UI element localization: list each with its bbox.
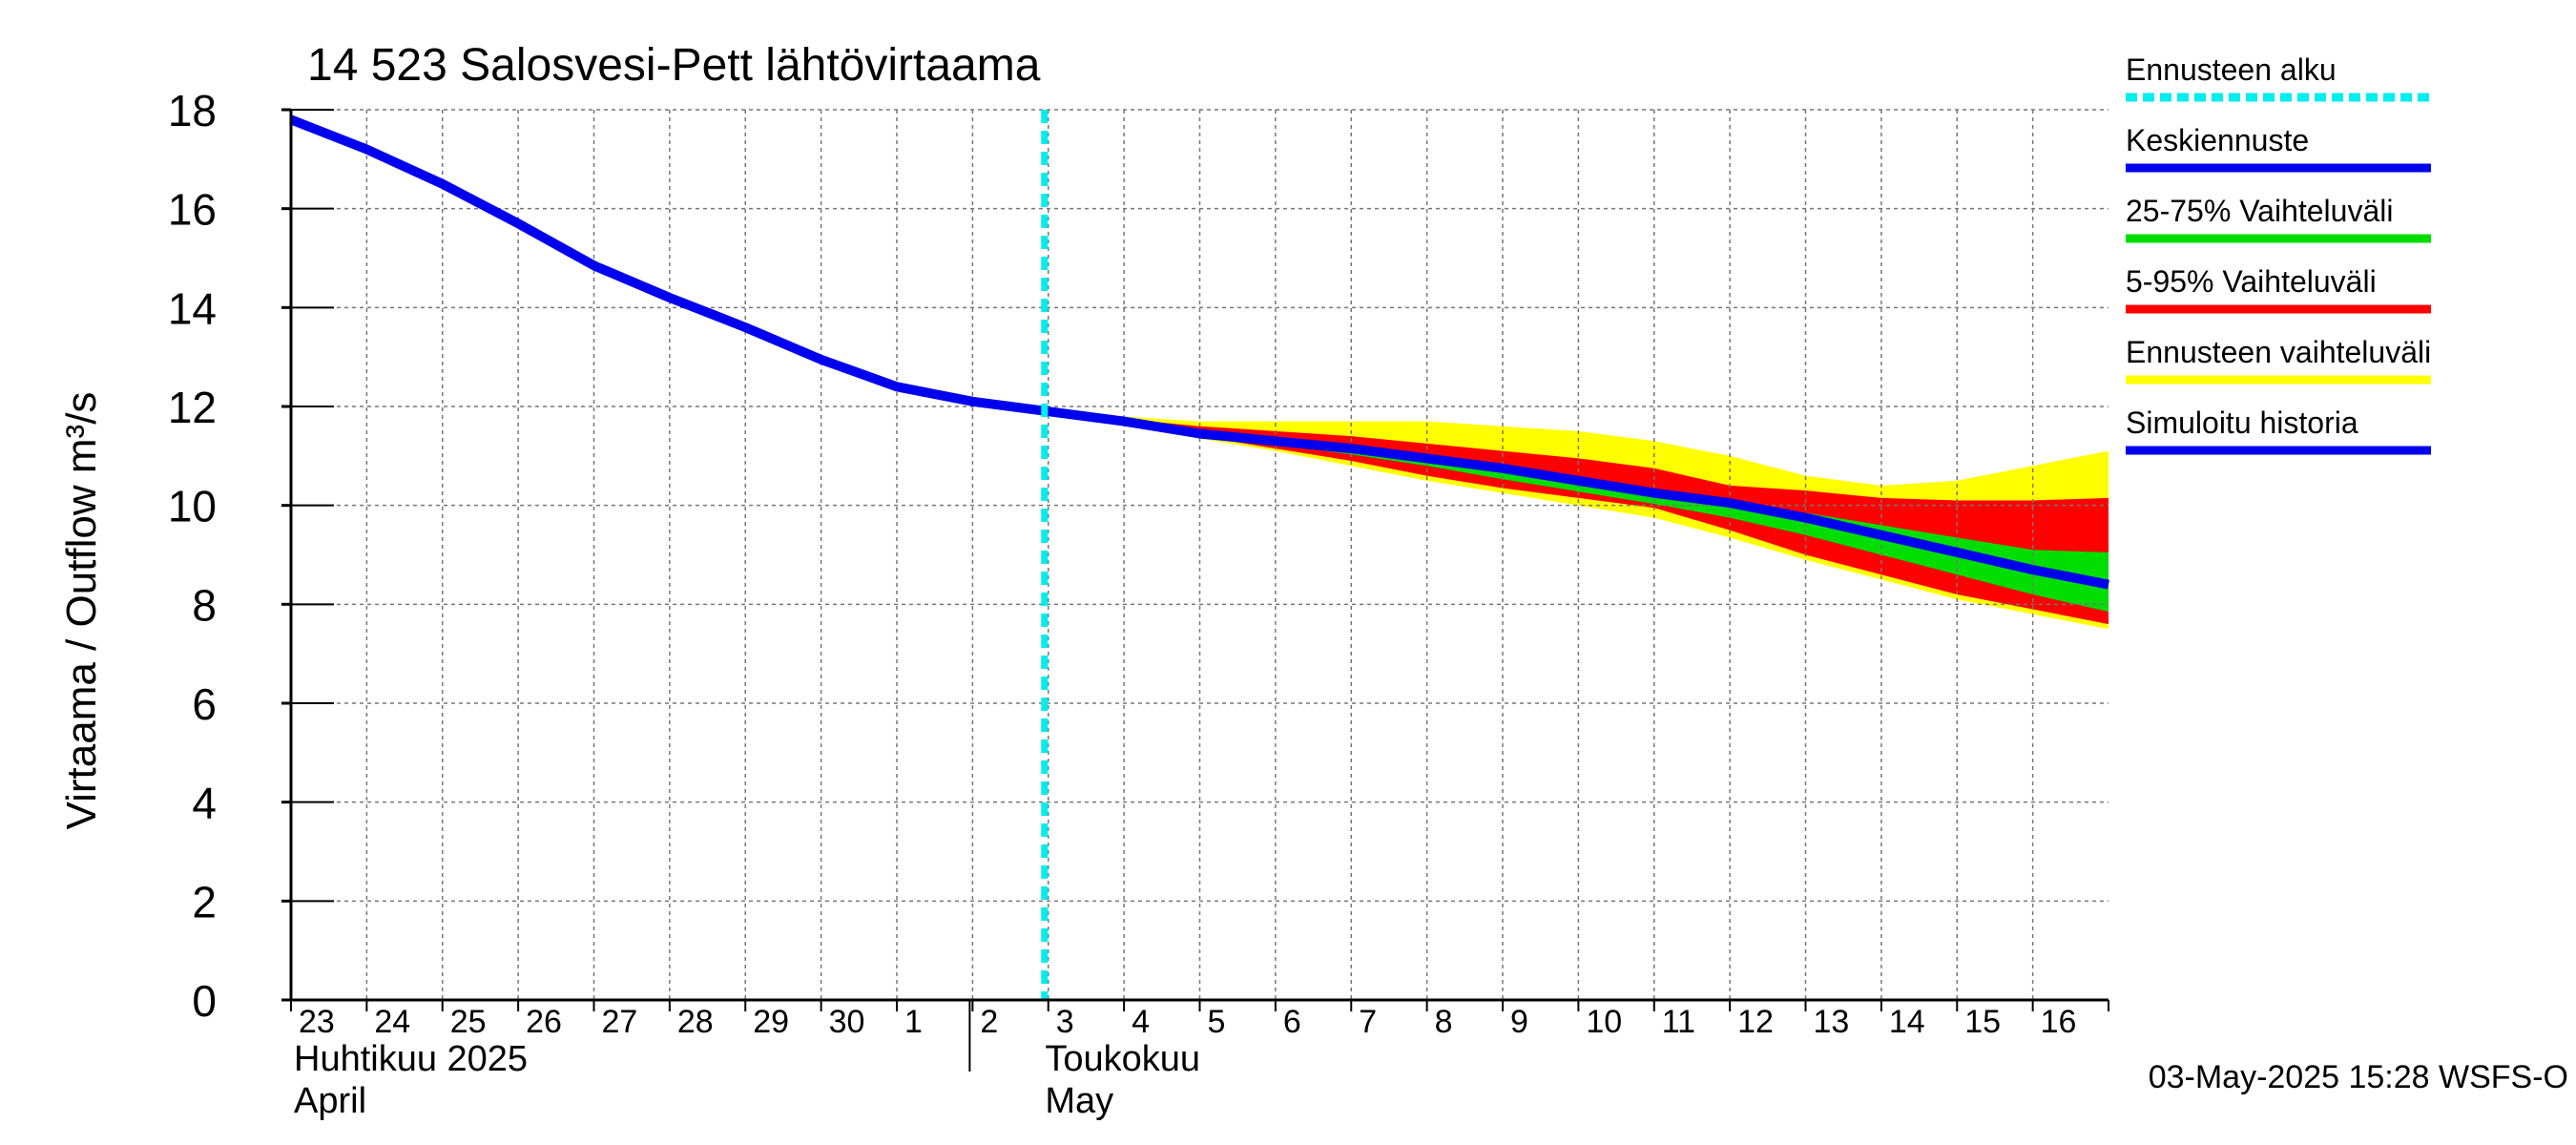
x-tick-label: 11 (1662, 1004, 1695, 1040)
legend-label-4: Ennusteen vaihteluväli (2126, 335, 2431, 369)
x-tick-label: 27 (602, 1004, 638, 1040)
x-tick-label: 1 (904, 1004, 923, 1040)
x-tick-label: 14 (1889, 1004, 1925, 1040)
legend-label-1: Keskiennuste (2126, 123, 2309, 157)
legend-label-5: Simuloitu historia (2126, 406, 2358, 440)
x-tick-label: 2 (980, 1004, 998, 1040)
y-tick-label: 6 (192, 679, 217, 729)
x-tick-label: 8 (1435, 1004, 1453, 1040)
x-tick-label: 12 (1737, 1004, 1774, 1040)
x-tick-label: 9 (1510, 1004, 1528, 1040)
y-tick-label: 4 (192, 779, 217, 828)
x-tick-label: 10 (1586, 1004, 1622, 1040)
chart-title: 14 523 Salosvesi-Pett lähtövirtaama (307, 40, 1041, 91)
y-tick-label: 12 (168, 383, 217, 432)
y-tick-label: 8 (192, 580, 217, 630)
x-tick-label: 28 (677, 1004, 714, 1040)
y-tick-label: 14 (168, 283, 217, 333)
y-axis-label: Virtaama / Outflow m³/s (58, 392, 105, 830)
x-tick-label: 30 (829, 1004, 865, 1040)
series-line-1 (1048, 406, 2109, 590)
y-tick-label: 16 (168, 185, 217, 235)
x-tick-label: 23 (299, 1004, 335, 1040)
legend-label-3: 5-95% Vaihteluväli (2126, 264, 2377, 299)
x-tick-label: 16 (2041, 1004, 2077, 1040)
x-tick-label: 24 (374, 1004, 410, 1040)
y-tick-label: 10 (168, 482, 217, 531)
footer-timestamp: 03-May-2025 15:28 WSFS-O (2149, 1059, 2568, 1095)
y-tick-label: 2 (192, 877, 217, 926)
legend-label-0: Ennusteen alku (2126, 52, 2337, 87)
band-1 (1048, 411, 2109, 625)
x-tick-label: 7 (1359, 1004, 1377, 1040)
month-label-0: Huhtikuu 2025 (294, 1039, 528, 1079)
x-tick-label: 29 (753, 1004, 789, 1040)
x-tick-label: 3 (1056, 1004, 1074, 1040)
y-tick-label: 18 (168, 86, 217, 135)
x-tick-label: 15 (1964, 1004, 2001, 1040)
legend-label-2: 25-75% Vaihteluväli (2126, 194, 2393, 228)
month-label-en-0: April (294, 1081, 366, 1121)
x-tick-label: 4 (1132, 1004, 1150, 1040)
x-tick-label: 6 (1283, 1004, 1301, 1040)
x-tick-label: 26 (526, 1004, 562, 1040)
series-line-0 (289, 114, 1049, 417)
y-tick-label: 0 (192, 976, 217, 1026)
month-label-1: Toukokuu (1045, 1039, 1200, 1079)
x-tick-label: 25 (450, 1004, 487, 1040)
x-tick-label: 5 (1208, 1004, 1226, 1040)
month-label-en-1: May (1045, 1081, 1113, 1121)
x-tick-label: 13 (1814, 1004, 1850, 1040)
